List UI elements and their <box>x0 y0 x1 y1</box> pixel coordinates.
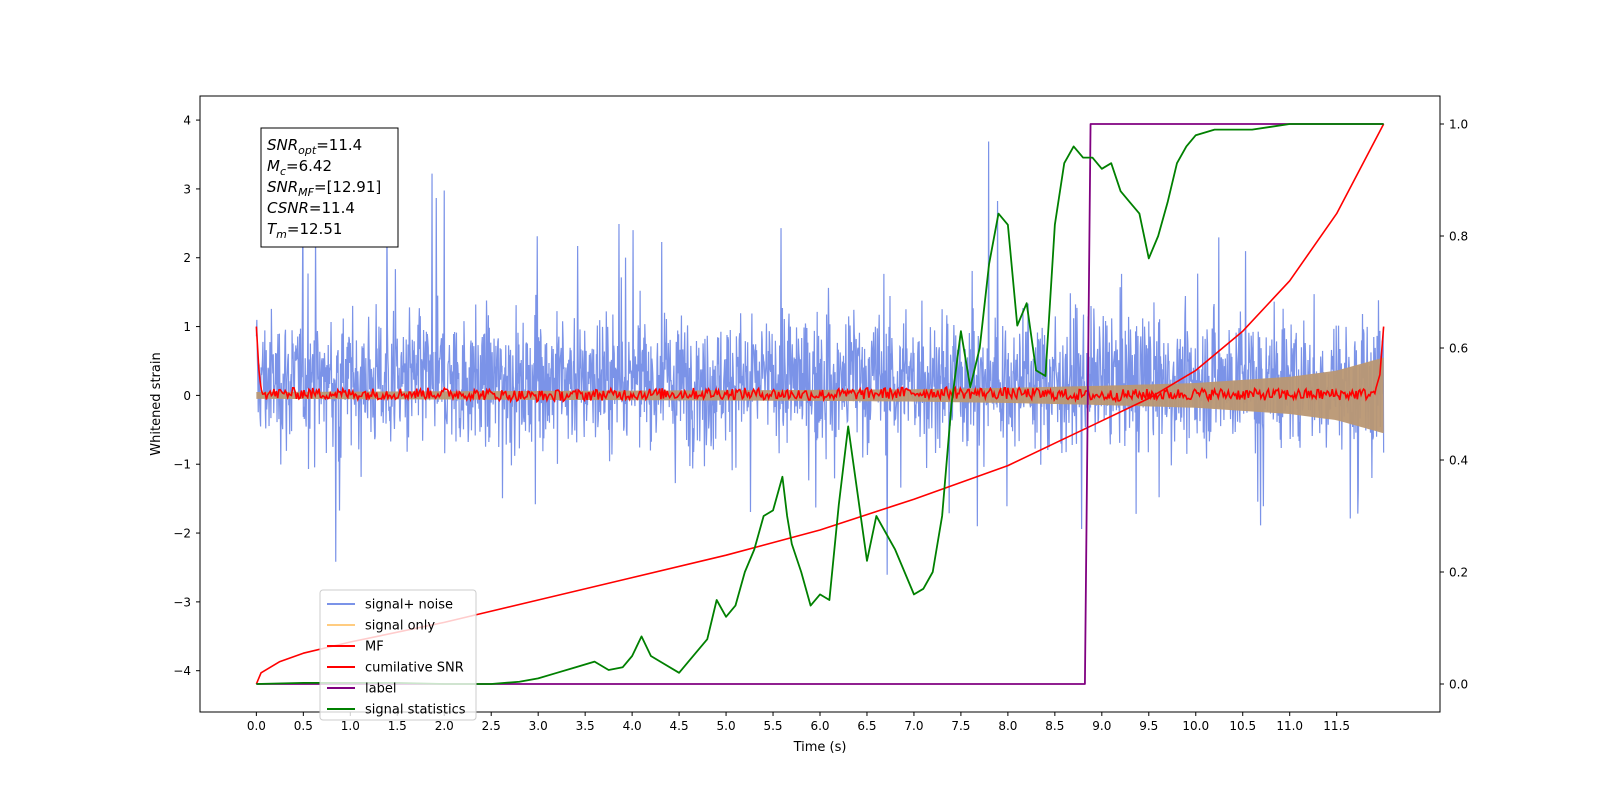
x-tick-label: 0.5 <box>294 719 313 733</box>
plot-area <box>255 123 1385 685</box>
x-tick-label: 10.5 <box>1229 719 1256 733</box>
legend: signal+ noise signal only MF cumilative SNR… <box>319 589 477 721</box>
x-tick-label: 5.0 <box>717 719 736 733</box>
y-tick-label: −2 <box>173 527 191 541</box>
x-tick-label: 6.0 <box>810 719 829 733</box>
x-tick-label: 2.5 <box>482 719 501 733</box>
y-axis-label: Whitened strain <box>149 352 164 455</box>
y-tick-label: −4 <box>173 664 191 678</box>
y-tick-label: 1 <box>183 320 191 334</box>
x-tick-label: 3.5 <box>576 719 595 733</box>
legend-label: MF <box>365 640 384 655</box>
x-tick-label: 1.0 <box>341 719 360 733</box>
annotation-line: SNRMF=[12.91] <box>267 178 381 199</box>
x-tick-label: 8.5 <box>1045 719 1064 733</box>
series-signal-statistics <box>256 123 1384 685</box>
x-tick-label: 4.0 <box>623 719 642 733</box>
x-tick-label: 8.0 <box>998 719 1017 733</box>
x-tick-label: 7.0 <box>904 719 923 733</box>
x-tick-label: 9.0 <box>1092 719 1111 733</box>
annotation-line: Mc=6.42 <box>267 157 332 178</box>
y2-tick-label: 0.0 <box>1449 678 1468 692</box>
x-tick-label: 11.5 <box>1323 719 1350 733</box>
x-axis-ticks: 0.0 0.5 1.0 1.5 2.0 2.5 3.0 3.5 4.0 4.5 5.0 5.5 6.0 6… <box>247 712 1350 733</box>
x-axis-label: Time (s) <box>793 740 847 755</box>
y-tick-label: 4 <box>183 114 191 128</box>
legend-label: signal statistics <box>365 703 466 718</box>
x-tick-label: 11.0 <box>1276 719 1303 733</box>
series-mf <box>255 326 1385 404</box>
series-cumulative-snr <box>255 123 1385 685</box>
y2-tick-label: 0.2 <box>1449 566 1468 580</box>
y2-tick-label: 0.6 <box>1449 342 1468 356</box>
y2-axis-ticks: 1.0 0.8 0.6 0.4 0.2 0.0 <box>1440 118 1468 692</box>
y2-tick-label: 0.8 <box>1449 230 1468 244</box>
x-tick-label: 10.0 <box>1182 719 1209 733</box>
y-tick-label: 0 <box>183 389 191 403</box>
legend-label: signal+ noise <box>365 598 453 613</box>
annotation-line: CSNR=11.4 <box>267 199 355 217</box>
x-tick-label: 0.0 <box>247 719 266 733</box>
y-tick-label: 2 <box>183 251 191 265</box>
x-tick-label: 9.5 <box>1139 719 1158 733</box>
annotation-line: SNRopt=11.4 <box>267 136 362 157</box>
x-tick-label: 3.0 <box>529 719 548 733</box>
x-tick-label: 4.5 <box>670 719 689 733</box>
annotation-box: SNRopt=11.4Mc=6.42SNRMF=[12.91]CSNR=11.4… <box>260 127 399 248</box>
legend-label: signal only <box>365 619 435 634</box>
y-tick-label: −1 <box>173 458 191 472</box>
legend-label: cumilative SNR <box>365 661 464 676</box>
series-label <box>256 123 1384 685</box>
x-tick-label: 1.5 <box>388 719 407 733</box>
x-tick-label: 7.5 <box>951 719 970 733</box>
y-tick-label: −3 <box>173 595 191 609</box>
y2-tick-label: 0.4 <box>1449 454 1468 468</box>
annotation-line: Tm=12.51 <box>267 220 342 241</box>
y2-tick-label: 1.0 <box>1449 118 1468 132</box>
x-tick-label: 2.0 <box>435 719 454 733</box>
y-tick-label: 3 <box>183 182 191 196</box>
x-tick-label: 5.5 <box>763 719 782 733</box>
x-tick-label: 6.5 <box>857 719 876 733</box>
y-axis-ticks: 4 3 2 1 0 −1 −2 −3 −4 <box>173 114 200 678</box>
legend-label: label <box>365 682 396 697</box>
series-signal-noise <box>255 141 1385 575</box>
